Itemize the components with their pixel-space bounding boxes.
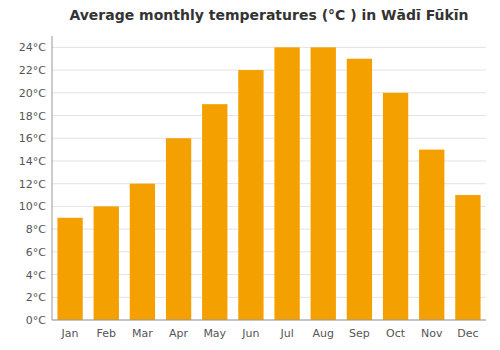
bar [202, 104, 227, 320]
grid-line [52, 115, 486, 116]
bar [311, 47, 336, 320]
y-tick-label: 14°C [19, 155, 46, 168]
chart: Average monthly temperatures (°C ) in Wā… [0, 0, 500, 350]
x-tick-label: Jan [61, 327, 79, 340]
bar [347, 59, 372, 320]
x-tick-label: Dec [457, 327, 478, 340]
y-tick-label: 2°C [26, 291, 46, 304]
y-axis-line [52, 36, 53, 320]
x-tick-label: Jun [241, 327, 259, 340]
x-axis-line [52, 320, 486, 321]
y-tick-label: 6°C [26, 246, 46, 259]
bar [419, 150, 444, 320]
bar [166, 138, 191, 320]
title: Average monthly temperatures (°C ) in Wā… [69, 7, 468, 23]
y-tick-label: 4°C [26, 269, 46, 282]
y-tick-label: 24°C [19, 41, 46, 54]
y-tick-label: 12°C [19, 178, 46, 191]
y-tick-label: 8°C [26, 223, 46, 236]
y-tick-label: 0°C [26, 314, 46, 327]
x-tick-label: Feb [97, 327, 116, 340]
bar [94, 206, 119, 320]
x-tick-label: Sep [349, 327, 370, 340]
grid-line [52, 320, 486, 321]
x-tick-label: Nov [421, 327, 443, 340]
grid-line [52, 47, 486, 48]
bar [383, 93, 408, 320]
y-tick-label: 22°C [19, 64, 46, 77]
bar [274, 47, 299, 320]
y-tick-label: 16°C [19, 132, 46, 145]
grid-line [52, 70, 486, 71]
y-tick-label: 20°C [19, 87, 46, 100]
x-tick-label: Mar [132, 327, 153, 340]
x-tick-label: May [203, 327, 226, 340]
bar [57, 218, 82, 320]
x-tick-label: Apr [169, 327, 189, 340]
bar [238, 70, 263, 320]
x-tick-label: Oct [386, 327, 406, 340]
bar [130, 184, 155, 320]
y-tick-label: 10°C [19, 200, 46, 213]
y-tick-label: 18°C [19, 110, 46, 123]
x-tick-label: Aug [313, 327, 334, 340]
bars [57, 47, 480, 320]
grid-line [52, 138, 486, 139]
grid-line [52, 92, 486, 93]
x-tick-label: Jul [279, 327, 293, 340]
bar [455, 195, 480, 320]
grid [52, 47, 486, 320]
